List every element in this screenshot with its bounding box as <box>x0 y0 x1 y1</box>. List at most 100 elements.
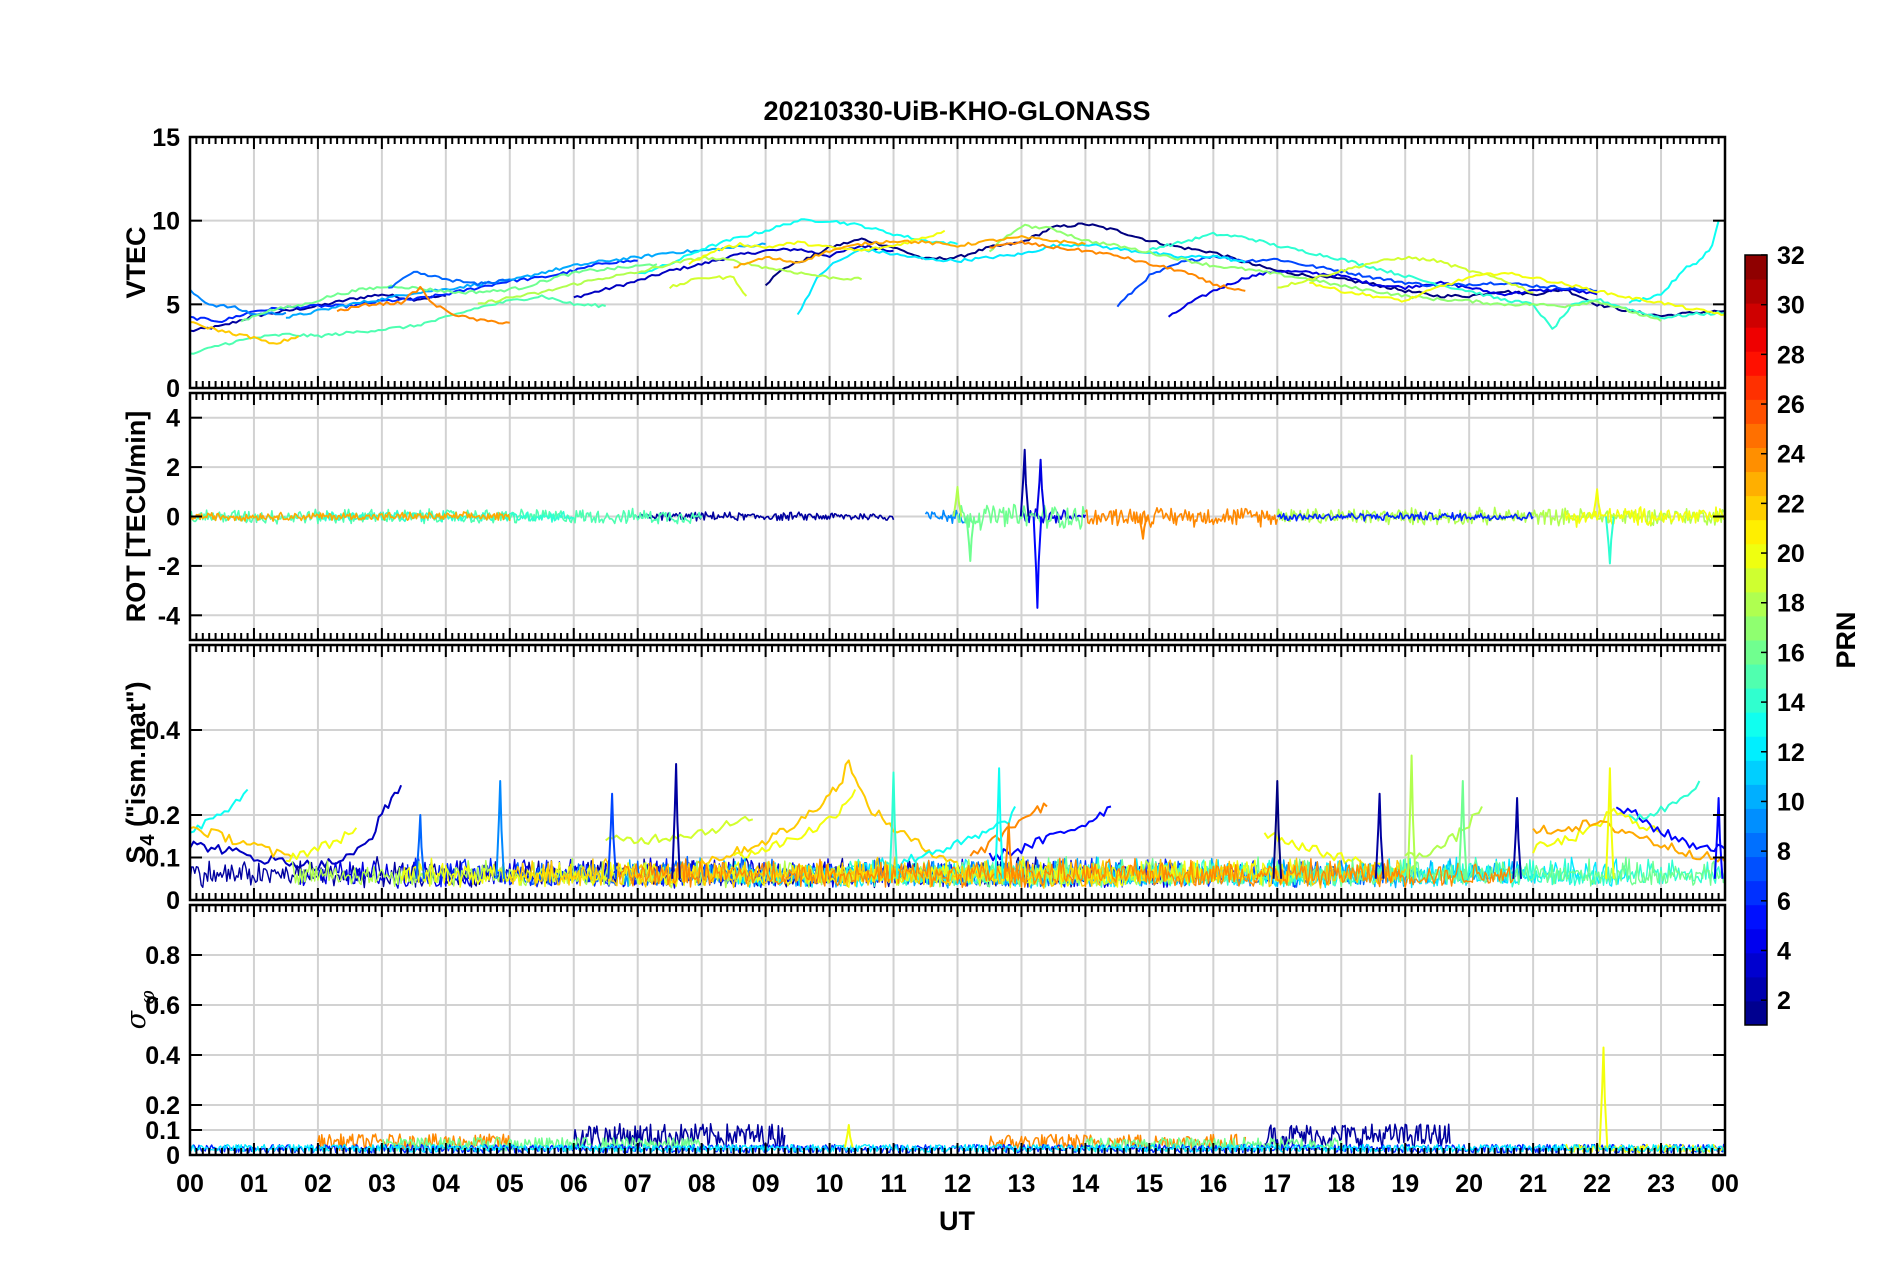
series-line-prn-20 <box>688 229 946 266</box>
series-line-prn-23 <box>1532 819 1725 863</box>
spike-prn-18 <box>1406 754 1417 879</box>
series-line-prn-20 <box>1532 807 1662 854</box>
series-line-prn-3 <box>573 244 894 299</box>
colorbar-segment <box>1745 760 1767 785</box>
chart-title: 20210330-UiB-KHO-GLONASS <box>763 96 1150 126</box>
colorbar-tick-label: 20 <box>1777 540 1805 568</box>
series-line-prn-18 <box>477 255 863 305</box>
series-line-prn-12 <box>796 243 1246 316</box>
y-tick-label: 0 <box>166 1142 180 1170</box>
colorbar-tick-label: 8 <box>1777 838 1791 866</box>
colorbar-tick-label: 12 <box>1777 739 1805 767</box>
colorbar-tick-label: 32 <box>1777 242 1805 270</box>
series-line-prn-20 <box>1309 271 1725 316</box>
colorbar-segment <box>1745 375 1767 400</box>
x-axis-label: UT <box>939 1206 975 1236</box>
y-axis-label-sigma_phi: σ φ <box>121 991 159 1030</box>
spike-prn-9 <box>495 780 505 879</box>
y-tick-label: 0.6 <box>145 992 180 1020</box>
y-tick-label: 0.8 <box>145 942 180 970</box>
series-line-prn-20 <box>285 827 358 863</box>
colorbar-segment <box>1745 808 1767 833</box>
series-line-prn-16 <box>240 263 658 323</box>
colorbar-segment <box>1745 952 1767 978</box>
y-axis-label-s4: S4 ("ism.mat") <box>121 681 159 863</box>
noise-band-prn-14 <box>317 509 575 523</box>
y-tick-label: 10 <box>152 208 180 236</box>
spike-prn-24 <box>1138 516 1148 540</box>
ticks-vtec: 0 5 10 15 <box>152 124 1726 403</box>
series-line-prn-18 <box>1404 806 1483 860</box>
x-tick-label: 22 <box>1583 1170 1611 1198</box>
colorbar-label: PRN <box>1831 611 1861 668</box>
colorbar-segment <box>1745 976 1767 1002</box>
series-line-prn-17 <box>988 223 1662 322</box>
series-line-prn-10 <box>285 242 766 319</box>
x-tick-label: 07 <box>624 1170 652 1198</box>
y-tick-label: 4 <box>166 405 180 433</box>
colorbar-segment <box>1745 591 1767 617</box>
colorbar-tick-label: 28 <box>1777 341 1805 369</box>
x-tick-label: 06 <box>560 1170 588 1198</box>
colorbar-segment <box>1745 303 1767 328</box>
series-line-prn-13 <box>893 806 1016 869</box>
colorbar-segment <box>1745 423 1767 448</box>
colorbar-segment <box>1745 351 1767 376</box>
colorbar-tick-label: 26 <box>1777 391 1805 419</box>
noise-band-prn-9 <box>924 509 972 525</box>
colorbar-segment <box>1745 904 1767 930</box>
series-line-prn-5 <box>1615 806 1725 853</box>
colorbar-tick-label: 30 <box>1777 292 1805 320</box>
spike-prn-2 <box>671 763 681 879</box>
x-tick-label: 10 <box>816 1170 844 1198</box>
x-tick-label: 20 <box>1455 1170 1483 1198</box>
spike-prn-7 <box>607 792 617 879</box>
colorbar-tick-label: 24 <box>1777 441 1805 469</box>
x-tick-label: 21 <box>1519 1170 1547 1198</box>
colorbar-tick-label: 4 <box>1777 937 1791 965</box>
y-tick-label: 0.4 <box>145 1042 180 1070</box>
series-line-prn-13 <box>1628 220 1720 304</box>
colorbar-segment <box>1745 784 1767 809</box>
noise-band-prn-24 <box>1084 506 1279 528</box>
series-line-prn-13 <box>637 218 958 275</box>
colorbar-tick-label: 14 <box>1777 689 1805 717</box>
x-tick-label: 19 <box>1391 1170 1419 1198</box>
colorbar-segment <box>1745 279 1767 304</box>
y-tick-label: 0 <box>166 504 180 532</box>
series-line-prn-7 <box>1116 254 1598 308</box>
colorbar-segment <box>1745 832 1767 858</box>
panel-sigma_phi: 00.10.2 0.4 0.6 0.8 σ φ <box>121 903 1727 1170</box>
noise-band-prn-20 <box>1564 1143 1725 1154</box>
colorbar-segment <box>1745 736 1767 761</box>
y-tick-label: 0 <box>166 887 180 915</box>
colorbar-segment <box>1745 1000 1767 1026</box>
x-tick-label: 03 <box>368 1170 396 1198</box>
x-axis: 00 01 02 03 04 05 06 07 08 09 10 11 12 13 14 15 16 17 18 19… <box>176 1170 1739 1198</box>
series-line-prn-19 <box>1277 255 1534 294</box>
x-tick-label: 01 <box>240 1170 268 1198</box>
noise-band-prn-2 <box>1264 1123 1451 1149</box>
colorbar-segment <box>1745 447 1767 473</box>
spike-prn-13 <box>994 767 1004 879</box>
colorbar-segment <box>1745 495 1767 521</box>
panel-rot: -4 -2 0 2 4 ROT [TECU/min] <box>121 391 1727 642</box>
spike-prn-8 <box>415 814 426 879</box>
spike-prn-2 <box>1374 792 1385 879</box>
y-tick-label: 0 <box>166 375 180 403</box>
spike-prn-16 <box>1457 780 1468 879</box>
spike-prn-20 <box>1605 767 1615 879</box>
colorbar-segment <box>1745 543 1767 569</box>
series-line-prn-8 <box>388 270 511 289</box>
spike-prn-1 <box>1272 780 1283 879</box>
colorbar-segment <box>1745 688 1767 713</box>
colorbar-segment <box>1745 471 1767 497</box>
colorbar-segment <box>1745 615 1767 641</box>
series-line-prn-9 <box>190 288 287 316</box>
x-tick-label: 18 <box>1327 1170 1355 1198</box>
panel-s4: 0 0.1 0.2 0.4S4 ("ism.mat") <box>121 643 1727 915</box>
y-axis-label-vtec: VTEC <box>121 226 151 298</box>
colorbar-segment <box>1745 327 1767 352</box>
